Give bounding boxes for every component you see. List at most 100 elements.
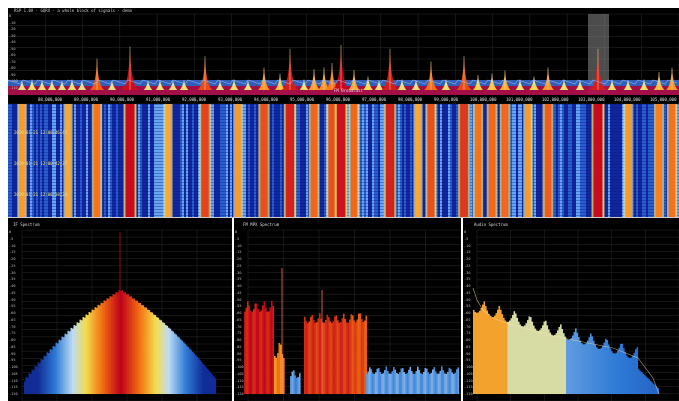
waterfall-carrier-core — [336, 104, 346, 218]
y-tick-label: -100 — [235, 365, 244, 369]
waterfall-carrier-core — [328, 104, 336, 218]
y-tick-label: -40 — [9, 284, 16, 288]
waterfall-panel[interactable]: 2019-01-21 12:00:46.47 2019-01-21 12:00:… — [8, 104, 679, 218]
waterfall-carriers — [17, 104, 678, 218]
db-tick-label: -10 — [9, 20, 16, 25]
band-label: FM Broadcast — [334, 88, 363, 93]
y-tick-label: -15 — [235, 250, 242, 255]
waterfall-carrier-core — [460, 104, 468, 218]
mpx-spectrum-title: FM MPX Spectrum — [243, 222, 280, 227]
waterfall-carrier-core — [235, 104, 241, 218]
spectrum-plot[interactable] — [8, 8, 679, 104]
y-tick-label: -50 — [9, 297, 16, 302]
y-tick-label: -25 — [235, 263, 242, 268]
waterfall-carrier-core — [656, 104, 662, 218]
y-tick-label: -55 — [464, 304, 471, 309]
mpx-spectrum-bars — [244, 300, 460, 394]
y-tick-label: -70 — [235, 324, 242, 329]
if-spectrum-panel[interactable]: IF Spectrum 0 -5 -10 -15 -20 -25 -30 -35 -40 -45 -… — [8, 218, 232, 401]
frequency-tick-label: 91,000,000 — [146, 97, 171, 102]
y-tick-label: -95 — [235, 358, 242, 363]
waterfall-carrier-core — [501, 104, 509, 218]
frequency-tick-label: 100,000,000 — [470, 97, 497, 102]
waterfall-plot[interactable] — [8, 104, 679, 218]
audio-spectrum-plot[interactable] — [463, 218, 679, 401]
db-tick-label: -60 — [9, 53, 16, 57]
db-tick-label: -110 — [9, 85, 18, 90]
y-tick-label: -50 — [235, 297, 242, 302]
y-tick-label: -100 — [464, 365, 473, 369]
waterfall-carrier-core — [668, 104, 676, 218]
frequency-tick-label: 94,000,000 — [254, 97, 279, 102]
mpx-spectrum-plot[interactable] — [234, 218, 461, 401]
spectrum-peaks — [17, 45, 678, 90]
waterfall-time-label: 2019-01-21 12:00:46.47 — [14, 130, 67, 135]
mpx-spectrum-panel[interactable]: FM MPX Spectrum 0 -5 -10 -15 -20 -25 -30 -35 -40… — [234, 218, 461, 401]
y-tick-label: -35 — [9, 277, 16, 282]
frequency-tick-label: 99,000,000 — [434, 97, 459, 102]
db-tick-label: -40 — [9, 40, 16, 44]
main-spectrum-panel[interactable]: RSP 1.0A · GQRX · a whole block of signa… — [8, 8, 679, 104]
if-spectrum-plot[interactable] — [8, 218, 232, 401]
y-tick-label: -90 — [9, 351, 16, 356]
audio-spectrum-panel[interactable]: Audio Spectrum 0 -5 -10 -15 -20 -25 -30 -35 -40 -… — [463, 218, 679, 401]
y-tick-label: -30 — [235, 270, 242, 275]
y-tick-label: -110 — [235, 378, 244, 383]
db-tick-label: -80 — [9, 66, 16, 70]
db-tick-label: -90 — [9, 72, 16, 77]
y-tick-label: -110 — [9, 378, 18, 383]
y-tick-label: -100 — [9, 365, 18, 369]
y-tick-label: -85 — [235, 344, 242, 349]
waterfall-carrier-core — [625, 104, 631, 218]
y-tick-label: -50 — [464, 297, 471, 302]
db-tick-label: -70 — [9, 59, 16, 64]
waterfall-carrier-core — [427, 104, 435, 218]
waterfall-carrier-core — [65, 104, 71, 218]
frequency-tick-label: 102,000,000 — [542, 97, 569, 102]
waterfall-carrier-core — [93, 104, 101, 218]
y-tick-label: -105 — [235, 371, 244, 376]
y-tick-label: -80 — [235, 338, 242, 342]
waterfall-carrier-core — [285, 104, 295, 218]
y-tick-label: -35 — [235, 277, 242, 282]
waterfall-carrier-core — [165, 104, 171, 218]
db-tick-label: -100 — [9, 79, 18, 83]
y-tick-label: -45 — [235, 290, 242, 295]
frequency-tick-label: 97,000,000 — [362, 97, 387, 102]
y-tick-label: -10 — [9, 243, 16, 248]
y-tick-label: -115 — [464, 385, 473, 390]
y-tick-label: -10 — [464, 243, 471, 248]
frequency-tick-label: 89,000,000 — [74, 97, 99, 102]
y-tick-label: -5 — [9, 236, 14, 241]
db-tick-label: 0 — [9, 14, 12, 18]
y-tick-label: -75 — [235, 331, 242, 336]
waterfall-carrier-core — [385, 104, 395, 218]
y-tick-label: -80 — [9, 338, 16, 342]
y-tick-label: -95 — [9, 358, 16, 363]
y-tick-label: 0 — [464, 230, 467, 234]
y-tick-label: -70 — [9, 324, 16, 329]
audio-spectrum-title: Audio Spectrum — [474, 222, 508, 227]
y-tick-label: -65 — [235, 317, 242, 322]
waterfall-carrier-core — [310, 104, 318, 218]
y-tick-label: -5 — [235, 236, 240, 241]
y-tick-label: -60 — [464, 311, 471, 315]
y-tick-label: -5 — [464, 236, 469, 241]
frequency-tick-label: 104,000,000 — [614, 97, 641, 102]
y-tick-label: -120 — [235, 392, 244, 396]
frequency-tick-label: 88,000,000 — [38, 97, 63, 102]
y-tick-label: -115 — [235, 385, 244, 390]
y-tick-label: -15 — [464, 250, 471, 255]
y-tick-label: -20 — [9, 257, 16, 261]
selected-channel-highlight[interactable] — [588, 14, 609, 94]
y-tick-label: -60 — [235, 311, 242, 315]
frequency-tick-label: 95,000,000 — [290, 97, 315, 102]
frequency-tick-label: 96,000,000 — [326, 97, 351, 102]
y-tick-label: -105 — [9, 371, 18, 376]
y-tick-label: -90 — [464, 351, 471, 356]
y-tick-label: -45 — [9, 290, 16, 295]
y-tick-label: -65 — [9, 317, 16, 322]
header-text: RSP 1.0A · GQRX · a whole block of signa… — [14, 8, 133, 13]
db-tick-label: -20 — [9, 27, 16, 31]
